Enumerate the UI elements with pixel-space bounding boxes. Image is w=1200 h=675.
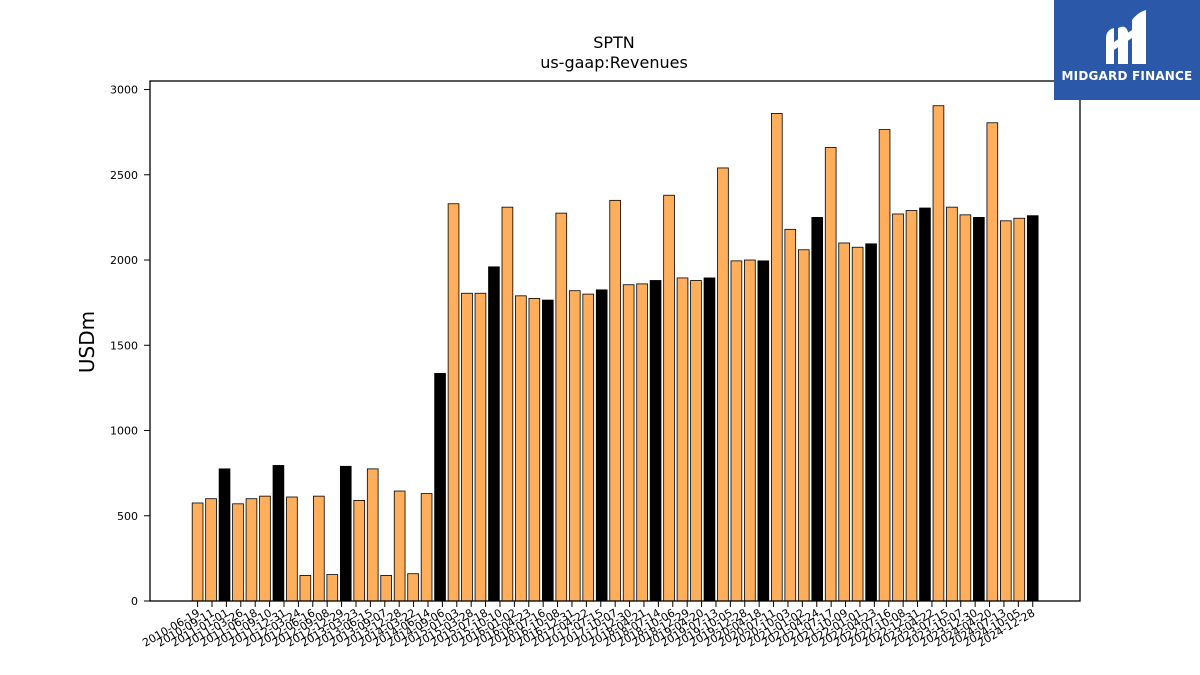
bar <box>461 292 473 602</box>
bar <box>582 293 595 602</box>
bar <box>946 206 958 602</box>
bar <box>501 206 514 602</box>
bar <box>488 266 500 602</box>
bar <box>1026 215 1039 602</box>
bar <box>973 216 985 602</box>
bar <box>542 299 554 602</box>
y-tick-label: 3000 <box>110 84 138 97</box>
bar <box>286 496 298 602</box>
bar <box>717 167 729 602</box>
y-tick-label: 2500 <box>110 169 138 182</box>
bar <box>703 277 716 602</box>
bar <box>824 147 837 602</box>
bar <box>555 212 568 602</box>
bar <box>245 498 258 602</box>
bar <box>420 493 433 602</box>
bar <box>919 207 931 602</box>
bar <box>784 228 797 602</box>
bar <box>339 465 352 602</box>
bar <box>326 574 339 602</box>
bar <box>676 277 689 602</box>
bar <box>690 280 702 602</box>
bar <box>892 213 904 602</box>
bar <box>595 289 608 602</box>
midgard-finance-logo: MIDGARD FINANCE <box>1054 0 1200 100</box>
bar <box>1000 220 1012 602</box>
logo-mark-icon <box>1106 10 1146 65</box>
bar <box>568 290 581 602</box>
bar <box>447 203 460 602</box>
bar <box>380 575 392 602</box>
bar <box>663 194 675 602</box>
bar <box>218 468 231 602</box>
bar <box>932 105 945 602</box>
bar <box>851 246 864 602</box>
bar <box>878 129 891 602</box>
y-axis-ticks: 0 500 1000 1500 2000 2500 3000 <box>110 84 150 608</box>
bar <box>744 259 756 602</box>
bar <box>771 112 783 602</box>
bar <box>730 260 743 602</box>
bar <box>407 573 419 602</box>
chart-subtitle: us-gaap:Revenues <box>540 53 688 72</box>
x-axis-ticks: 2010-06-192010-09-112011-01-012011-03-26… <box>140 601 1037 650</box>
bar <box>986 122 999 602</box>
bar <box>811 216 824 602</box>
bar <box>622 284 635 602</box>
chart-title: SPTN <box>593 33 635 52</box>
bar <box>797 249 810 602</box>
y-tick-label: 1000 <box>110 425 138 438</box>
bar <box>838 242 850 602</box>
bar <box>515 295 527 602</box>
bar <box>366 468 379 602</box>
bar <box>272 465 285 602</box>
bar <box>259 495 271 602</box>
bar <box>353 500 366 602</box>
logo-text: MIDGARD FINANCE <box>1061 69 1193 83</box>
bar <box>905 210 918 602</box>
bar <box>865 243 877 602</box>
bar <box>959 214 972 602</box>
bar <box>609 199 621 602</box>
y-tick-label: 2000 <box>110 254 138 267</box>
bar <box>191 502 204 602</box>
bar <box>313 495 325 602</box>
bar <box>205 498 217 602</box>
bar <box>232 503 244 602</box>
y-tick-label: 0 <box>131 595 138 608</box>
bar <box>649 280 662 602</box>
bar <box>393 490 406 602</box>
y-axis-label: USDm <box>75 311 99 373</box>
bar <box>636 283 648 602</box>
y-tick-label: 1500 <box>110 339 138 352</box>
bar <box>757 260 770 602</box>
bar <box>434 372 446 602</box>
plot-frame <box>149 80 1081 602</box>
bars-group <box>191 105 1039 602</box>
y-tick-label: 500 <box>117 510 138 523</box>
bar <box>299 575 312 602</box>
bar <box>528 297 541 602</box>
bar <box>1013 217 1026 602</box>
bar <box>474 292 487 602</box>
